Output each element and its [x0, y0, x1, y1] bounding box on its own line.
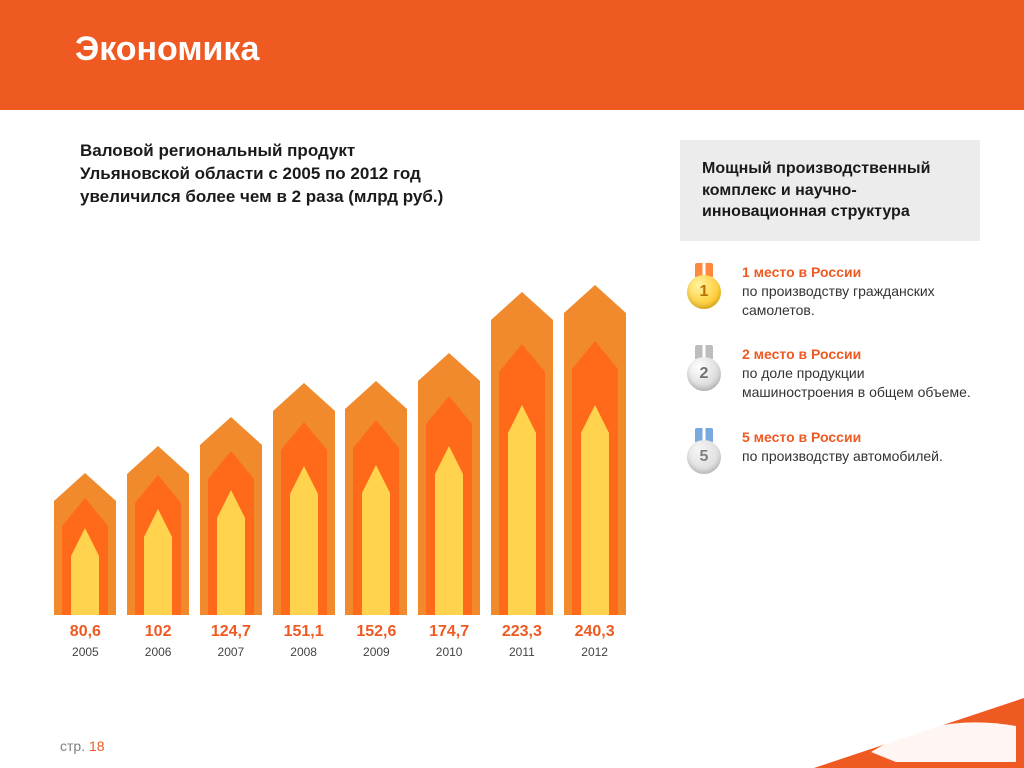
- medal-icon: 1: [680, 263, 728, 309]
- medal-disc: 1: [687, 275, 721, 309]
- bar-column: [414, 285, 485, 615]
- bar-category-label: 2007: [196, 645, 267, 659]
- page-label: стр.: [60, 738, 85, 754]
- bar-column: [196, 285, 267, 615]
- rankings-list: 1 1 место в Россиипо производству граждан…: [680, 263, 980, 474]
- bar-category-label: 2005: [50, 645, 121, 659]
- bar-category-label: 2008: [268, 645, 339, 659]
- flame-icon: [418, 353, 480, 615]
- bar-value-label: 80,6: [50, 623, 121, 641]
- rank-body: по производству автомобилей.: [742, 447, 943, 466]
- flame-icon: [273, 383, 335, 615]
- sidebar: Мощный производственный комплекс и научн…: [680, 140, 980, 500]
- bar-value-label: 151,1: [268, 623, 339, 641]
- bar-category-label: 2009: [341, 645, 412, 659]
- flame-icon: [127, 446, 189, 615]
- bar-column: [123, 285, 194, 615]
- rank-row: 5 5 место в Россиипо производству автомоб…: [680, 428, 980, 474]
- bar-value-label: 174,7: [414, 623, 485, 641]
- bar-category-label: 2012: [559, 645, 630, 659]
- bar-column: [268, 285, 339, 615]
- rank-row: 1 1 место в Россиипо производству граждан…: [680, 263, 980, 320]
- bar-value-label: 223,3: [487, 623, 558, 641]
- chart-description: Валовой региональный продукт Ульяновской…: [80, 140, 460, 209]
- bar-category-label: 2006: [123, 645, 194, 659]
- medal-disc: 5: [687, 440, 721, 474]
- bar-chart: 80,6102124,7151,1152,6174,7223,3240,3200…: [50, 285, 630, 645]
- medal-icon: 2: [680, 345, 728, 391]
- rank-text: 1 место в Россиипо производству гражданс…: [742, 263, 980, 320]
- medal-disc: 2: [687, 357, 721, 391]
- rank-row: 2 2 место в Россиипо доле продукции машин…: [680, 345, 980, 402]
- rank-head: 1 место в России: [742, 263, 980, 282]
- page-number: стр. 18: [60, 738, 105, 754]
- rank-text: 5 место в Россиипо производству автомоби…: [742, 428, 943, 466]
- bar-value-label: 102: [123, 623, 194, 641]
- page-num: 18: [89, 738, 105, 754]
- bar-column: [50, 285, 121, 615]
- rank-head: 5 место в России: [742, 428, 943, 447]
- sidebar-summary-text: Мощный производственный комплекс и научн…: [702, 160, 930, 220]
- rank-text: 2 место в Россиипо доле продукции машино…: [742, 345, 980, 402]
- bar-value-label: 152,6: [341, 623, 412, 641]
- medal-icon: 5: [680, 428, 728, 474]
- sidebar-summary-box: Мощный производственный комплекс и научн…: [680, 140, 980, 241]
- bar-category-label: 2011: [487, 645, 558, 659]
- bar-column: [559, 285, 630, 615]
- flame-icon: [54, 473, 116, 615]
- flame-icon: [345, 381, 407, 615]
- bar-category-label: 2010: [414, 645, 485, 659]
- bar-column: [341, 285, 412, 615]
- rank-head: 2 место в России: [742, 345, 980, 364]
- bars-container: [50, 285, 630, 615]
- rank-body: по доле продукции машиностроения в общем…: [742, 364, 980, 402]
- slide: Экономика Валовой региональный продукт У…: [0, 0, 1024, 768]
- bar-value-label: 240,3: [559, 623, 630, 641]
- rank-body: по производству гражданских самолетов.: [742, 282, 980, 320]
- flame-icon: [564, 285, 626, 615]
- bar-column: [487, 285, 558, 615]
- bar-value-label: 124,7: [196, 623, 267, 641]
- page-title: Экономика: [75, 30, 259, 69]
- logo-swoosh-icon: [866, 708, 1016, 762]
- flame-icon: [491, 292, 553, 615]
- flame-icon: [200, 417, 262, 615]
